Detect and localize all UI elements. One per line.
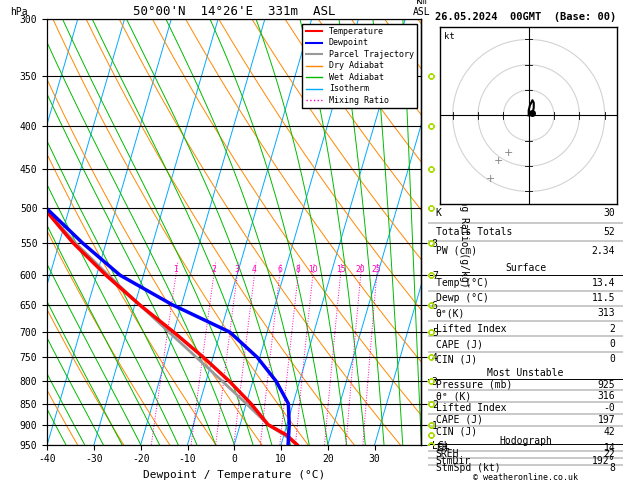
Text: 2: 2 — [211, 265, 216, 275]
Text: SREH: SREH — [436, 450, 459, 459]
Text: θᵉ(K): θᵉ(K) — [436, 309, 465, 318]
Text: 25: 25 — [372, 265, 382, 275]
Text: 2.34: 2.34 — [592, 246, 615, 256]
Text: 4: 4 — [252, 265, 257, 275]
Text: EH: EH — [436, 443, 448, 452]
Text: CAPE (J): CAPE (J) — [436, 415, 483, 425]
Text: 0: 0 — [610, 354, 615, 364]
Title: 50°00'N  14°26'E  331m  ASL: 50°00'N 14°26'E 331m ASL — [133, 5, 335, 18]
Text: Pressure (mb): Pressure (mb) — [436, 380, 512, 390]
Text: Surface: Surface — [505, 262, 546, 273]
Text: Temp (°C): Temp (°C) — [436, 278, 489, 288]
Text: CIN (J): CIN (J) — [436, 427, 477, 436]
Text: Hodograph: Hodograph — [499, 436, 552, 446]
Text: StmDir: StmDir — [436, 456, 471, 466]
Text: 42: 42 — [603, 427, 615, 436]
Text: -0: -0 — [603, 403, 615, 413]
Text: θᵉ (K): θᵉ (K) — [436, 391, 471, 401]
Text: Lifted Index: Lifted Index — [436, 403, 506, 413]
Text: 8: 8 — [610, 463, 615, 473]
Text: 8: 8 — [296, 265, 301, 275]
Text: 3: 3 — [235, 265, 240, 275]
Text: 316: 316 — [598, 391, 615, 401]
X-axis label: Dewpoint / Temperature (°C): Dewpoint / Temperature (°C) — [143, 470, 325, 480]
Text: CAPE (J): CAPE (J) — [436, 339, 483, 349]
Text: StmSpd (kt): StmSpd (kt) — [436, 463, 501, 473]
Text: 6: 6 — [277, 265, 282, 275]
Legend: Temperature, Dewpoint, Parcel Trajectory, Dry Adiabat, Wet Adiabat, Isotherm, Mi: Temperature, Dewpoint, Parcel Trajectory… — [303, 24, 417, 108]
Text: kt: kt — [443, 32, 454, 41]
Text: 192°: 192° — [592, 456, 615, 466]
Text: km
ASL: km ASL — [413, 0, 430, 17]
Text: 197: 197 — [598, 415, 615, 425]
Text: © weatheronline.co.uk: © weatheronline.co.uk — [473, 473, 578, 482]
Text: 0: 0 — [610, 339, 615, 349]
Text: K: K — [436, 208, 442, 218]
Text: 26.05.2024  00GMT  (Base: 00): 26.05.2024 00GMT (Base: 00) — [435, 12, 616, 22]
Text: 1: 1 — [174, 265, 179, 275]
Text: 52: 52 — [603, 227, 615, 237]
Text: 11.5: 11.5 — [592, 293, 615, 303]
Text: hPa: hPa — [10, 7, 28, 17]
Text: 13.4: 13.4 — [592, 278, 615, 288]
Text: Dewp (°C): Dewp (°C) — [436, 293, 489, 303]
Text: 15: 15 — [336, 265, 345, 275]
Text: 30: 30 — [603, 208, 615, 218]
Text: 2: 2 — [610, 324, 615, 334]
Text: Most Unstable: Most Unstable — [487, 368, 564, 378]
Y-axis label: Mixing Ratio (g/kg): Mixing Ratio (g/kg) — [459, 176, 469, 288]
Text: 22: 22 — [603, 450, 615, 459]
Text: PW (cm): PW (cm) — [436, 246, 477, 256]
Text: CIN (J): CIN (J) — [436, 354, 477, 364]
Text: +: + — [494, 156, 503, 166]
Text: +: + — [486, 174, 496, 184]
Text: 313: 313 — [598, 309, 615, 318]
Text: Totals Totals: Totals Totals — [436, 227, 512, 237]
Text: 10: 10 — [308, 265, 318, 275]
Text: Lifted Index: Lifted Index — [436, 324, 506, 334]
Text: 925: 925 — [598, 380, 615, 390]
Text: 14: 14 — [603, 443, 615, 452]
Text: 20: 20 — [356, 265, 365, 275]
Text: +: + — [504, 148, 513, 158]
